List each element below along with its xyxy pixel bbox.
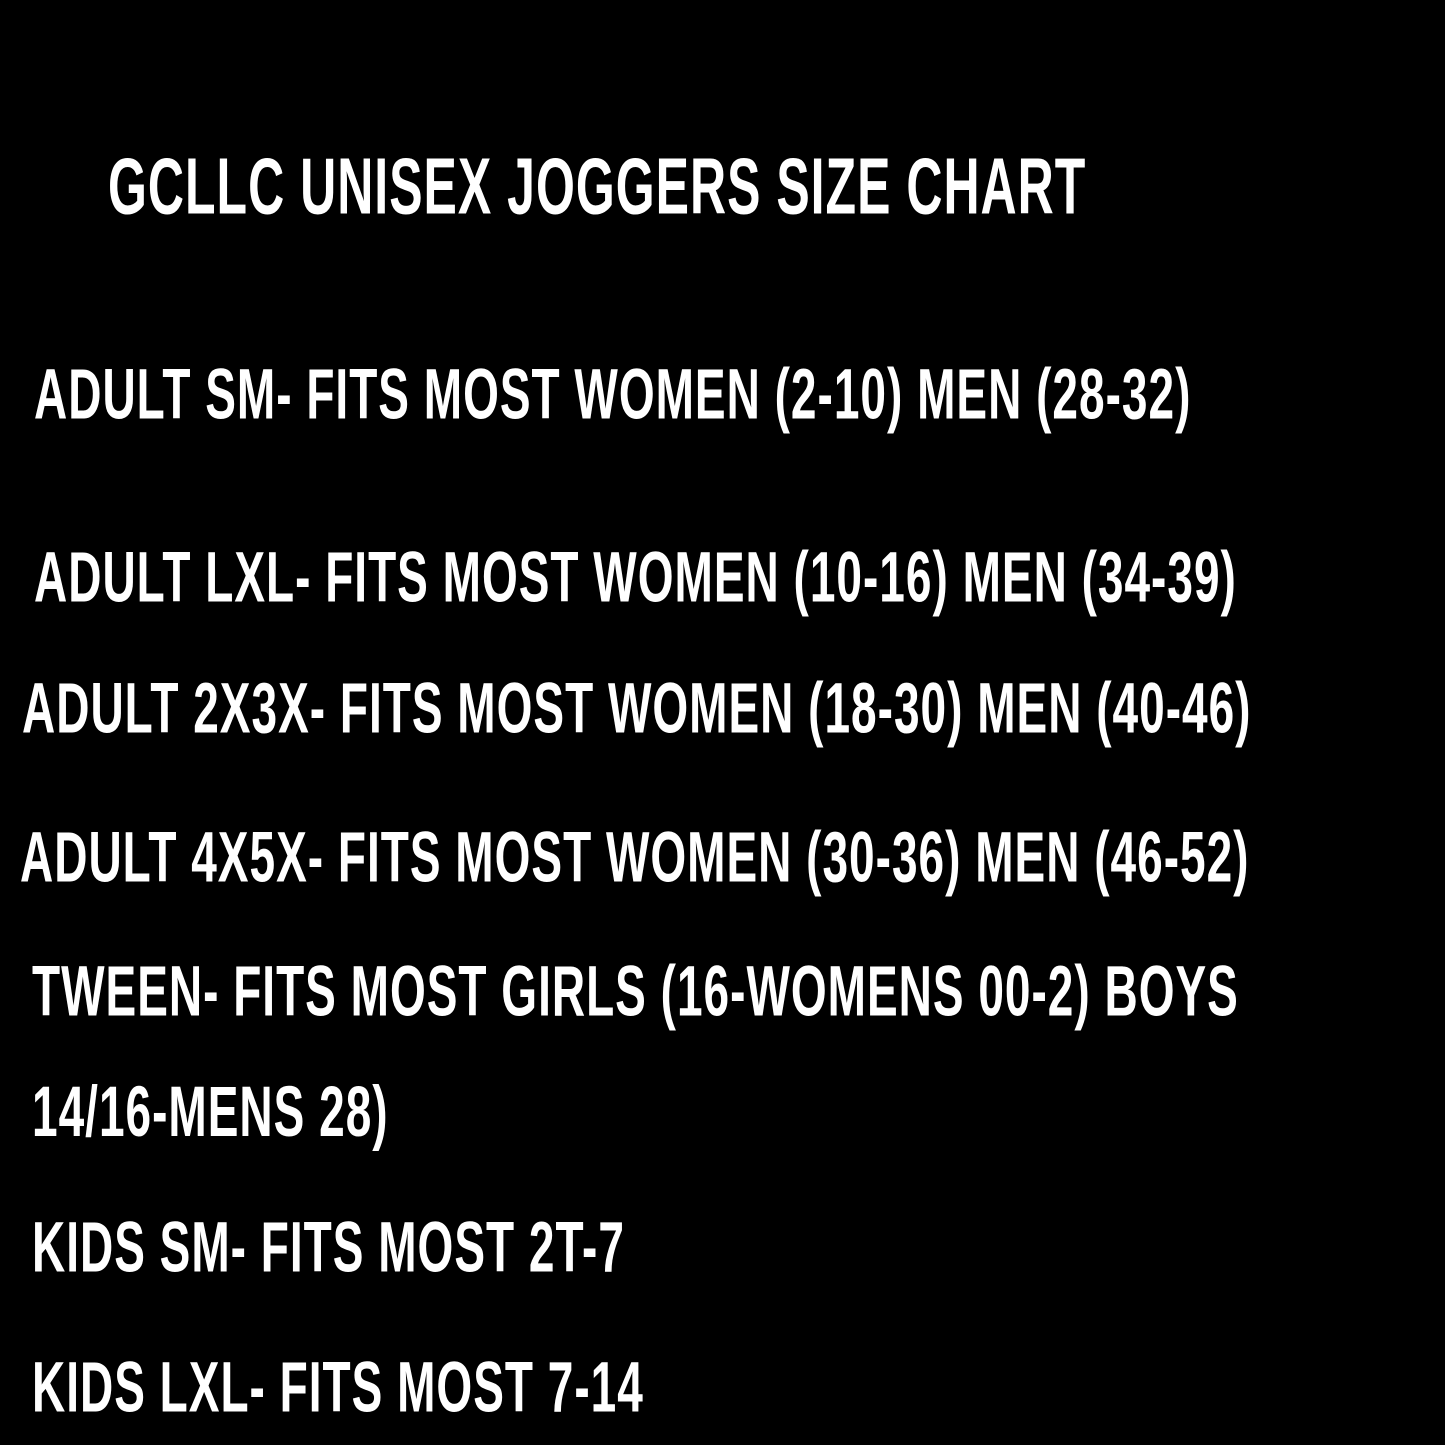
- size-item: ADULT SM- FITS MOST WOMEN (2-10) MEN (28…: [34, 353, 1192, 435]
- size-item: ADULT 2X3X- FITS MOST WOMEN (18-30) MEN …: [22, 667, 1252, 749]
- size-item: KIDS SM- FITS MOST 2T-7: [32, 1206, 625, 1288]
- size-item: ADULT 4X5X- FITS MOST WOMEN (30-36) MEN …: [20, 816, 1250, 898]
- size-item: ADULT LXL- FITS MOST WOMEN (10-16) MEN (…: [34, 536, 1237, 618]
- size-item: KIDS LXL- FITS MOST 7-14: [32, 1346, 644, 1428]
- size-item: TWEEN- FITS MOST GIRLS (16-WOMENS 00-2) …: [32, 950, 1239, 1152]
- title: GCLLC UNISEX JOGGERS SIZE CHART: [108, 141, 1087, 232]
